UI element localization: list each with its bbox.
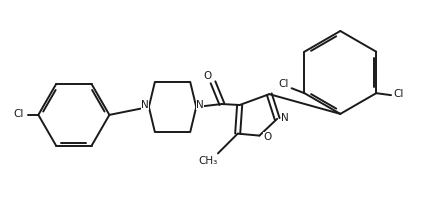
Text: O: O xyxy=(203,71,211,81)
Text: N: N xyxy=(141,100,149,110)
Text: Cl: Cl xyxy=(394,89,404,99)
Text: Cl: Cl xyxy=(13,109,24,119)
Text: O: O xyxy=(263,132,271,142)
Text: N: N xyxy=(281,113,289,123)
Text: Cl: Cl xyxy=(279,79,289,89)
Text: N: N xyxy=(196,100,204,110)
Text: CH₃: CH₃ xyxy=(199,156,218,166)
